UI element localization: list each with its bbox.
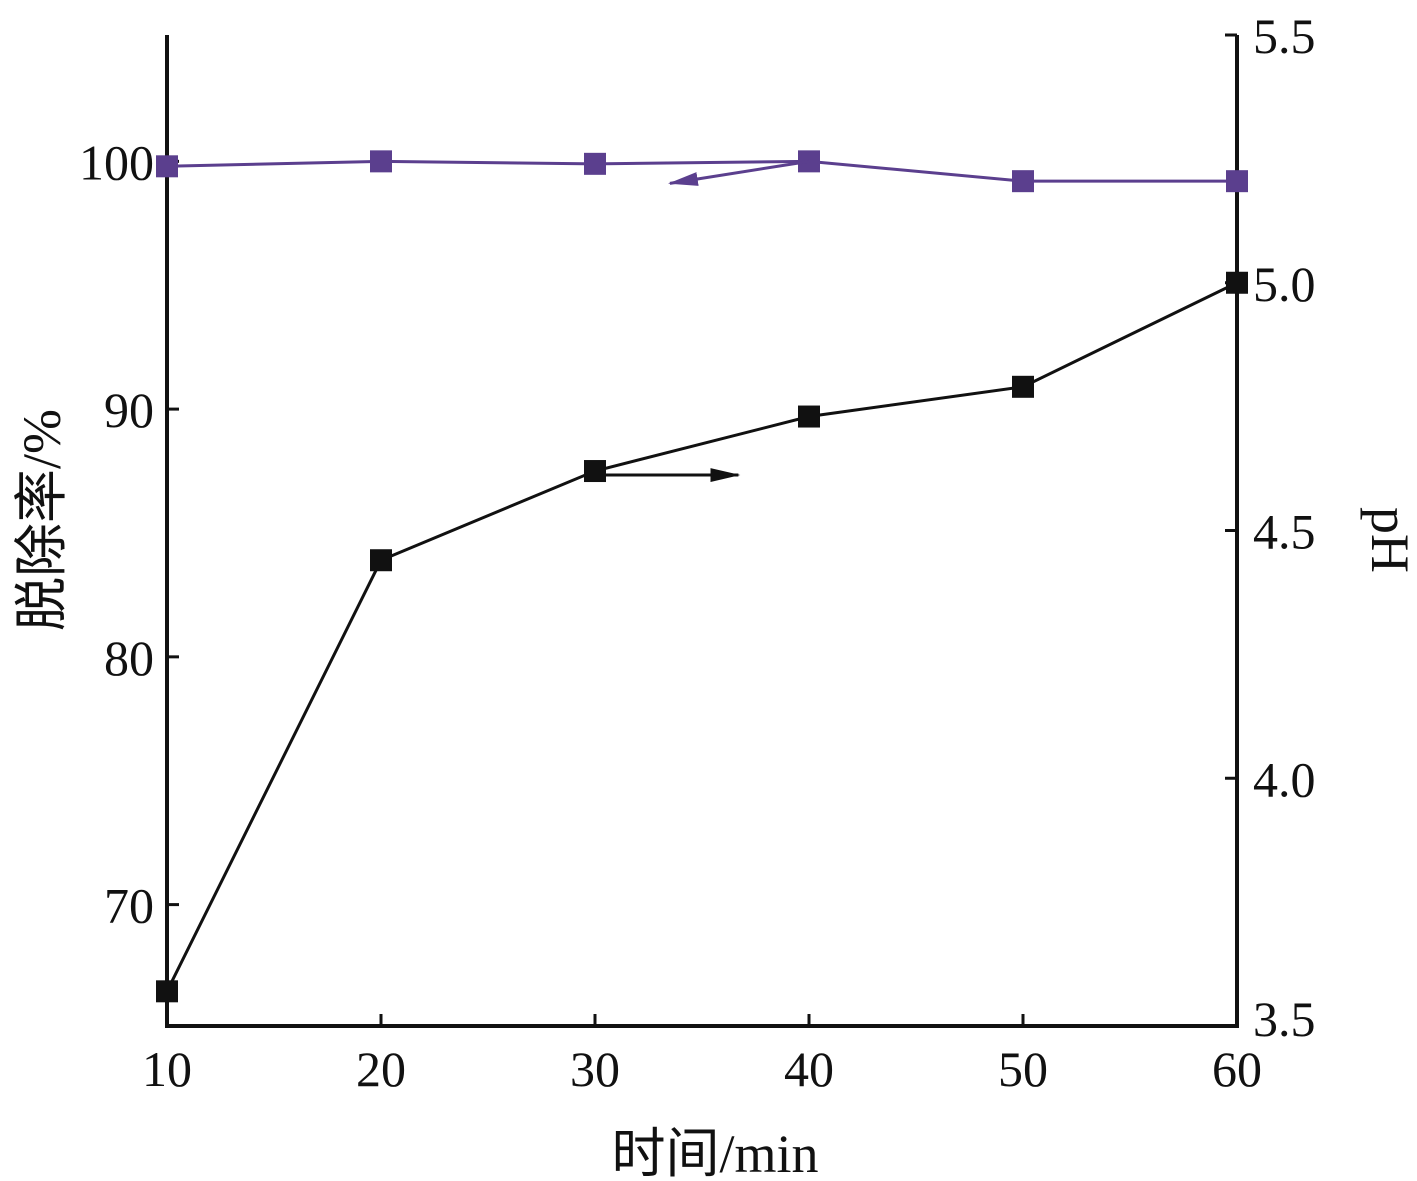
data-point (1226, 271, 1248, 294)
right-y-tick-label: 5.5 (1253, 8, 1316, 64)
series-line (165, 281, 1238, 992)
data-point (156, 980, 178, 1003)
data-point (1226, 170, 1248, 193)
left-y-tick-label: 80 (104, 630, 154, 686)
left-axis-arrow (667, 159, 810, 186)
right-y-tick-label: 4.5 (1253, 504, 1316, 560)
series-line (166, 159, 1237, 183)
right-y-tick-label: 4.0 (1253, 751, 1316, 807)
data-point (156, 155, 178, 178)
x-tick-label: 60 (1212, 1041, 1262, 1097)
right-axis-title: pH (1360, 507, 1417, 573)
removal-rate-series (156, 150, 1248, 193)
x-tick-label: 30 (570, 1041, 620, 1097)
data-point (1012, 170, 1034, 193)
data-point (584, 152, 606, 175)
x-tick-label: 50 (998, 1041, 1048, 1097)
data-point (1012, 375, 1034, 398)
data-point (370, 150, 392, 173)
series-layer (156, 150, 1248, 1003)
x-tick-label: 10 (142, 1041, 192, 1097)
left-y-tick-label: 100 (79, 134, 154, 190)
x-axis-title: 时间/min (611, 1124, 818, 1181)
data-point (798, 405, 820, 428)
data-point (370, 549, 392, 572)
right-y-tick-label: 3.5 (1253, 991, 1316, 1047)
left-axis-title: 脱除率/% (12, 409, 72, 631)
x-tick-label: 40 (784, 1041, 834, 1097)
arrow-layer (595, 159, 810, 483)
right-y-tick-label: 5.0 (1253, 256, 1316, 312)
ph-series (156, 271, 1248, 1003)
ticks-layer: 10 20 30 40 50 60 70 80 90 100 3.5 4.0 4.5 5.0 5.5 (79, 8, 1316, 1097)
x-tick-label: 20 (356, 1041, 406, 1097)
left-y-tick-label: 90 (104, 382, 154, 438)
data-point (584, 460, 606, 483)
left-y-tick-label: 70 (104, 878, 154, 934)
